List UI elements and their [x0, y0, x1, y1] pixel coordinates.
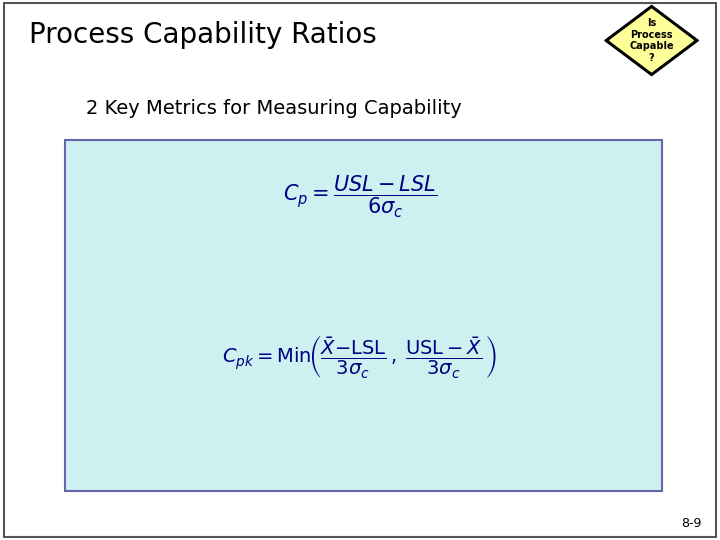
Polygon shape: [605, 5, 698, 76]
Text: $C_{pk} = \mathrm{Min}\!\left(\dfrac{\bar{X}\mathrm{-LSL}}{3\sigma_c}\,,\;\dfrac: $C_{pk} = \mathrm{Min}\!\left(\dfrac{\ba…: [222, 333, 498, 380]
FancyBboxPatch shape: [65, 140, 662, 491]
Text: 8-9: 8-9: [682, 517, 702, 530]
Text: $C_p = \dfrac{USL - LSL}{6\sigma_c}$: $C_p = \dfrac{USL - LSL}{6\sigma_c}$: [283, 174, 437, 220]
Text: Is
Process
Capable
?: Is Process Capable ?: [629, 18, 674, 63]
Polygon shape: [610, 9, 693, 72]
Text: 2 Key Metrics for Measuring Capability: 2 Key Metrics for Measuring Capability: [86, 98, 462, 118]
Text: Process Capability Ratios: Process Capability Ratios: [29, 21, 377, 49]
